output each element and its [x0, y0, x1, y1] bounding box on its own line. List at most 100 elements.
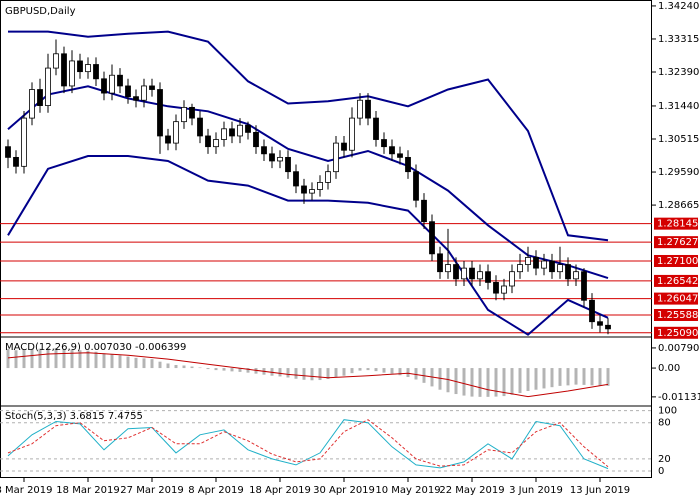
histogram-bar — [6, 348, 10, 369]
y-tick-label: 1.30515 — [658, 134, 699, 145]
panel-title: GBPUSD,Daily — [5, 6, 76, 17]
histogram-bar — [150, 359, 154, 369]
candle-body — [133, 96, 139, 101]
histogram-bar — [166, 363, 170, 369]
histogram-bar — [510, 368, 514, 395]
candle-body — [397, 153, 403, 158]
level-label: 1.28145 — [657, 219, 698, 230]
candle-body — [341, 142, 347, 151]
histogram-bar — [54, 347, 58, 369]
x-tick-label: 8 Apr 2019 — [188, 485, 243, 496]
y-tick-label: -0.011311 — [658, 392, 700, 403]
candle-body — [109, 74, 115, 94]
histogram-bar — [494, 368, 498, 397]
histogram-bar — [206, 368, 210, 370]
histogram-bar — [406, 368, 410, 377]
indicator-line — [7, 352, 609, 398]
candle-body — [93, 64, 99, 80]
x-tick-label: 30 Apr 2019 — [313, 485, 375, 496]
candle-body — [317, 181, 323, 190]
histogram-bar — [254, 368, 258, 374]
histogram-bar — [110, 354, 114, 369]
candle-body — [413, 171, 419, 201]
candle-body — [493, 282, 499, 294]
candle-body — [269, 153, 275, 162]
candle-body — [581, 271, 587, 301]
histogram-bar — [502, 368, 506, 397]
histogram-bar — [158, 361, 162, 369]
histogram-bar — [574, 368, 578, 385]
histogram-bar — [126, 356, 130, 369]
candle-body — [437, 253, 443, 273]
candle-body — [605, 324, 611, 330]
candle-body — [517, 264, 523, 273]
y-tick-label: 0.00 — [658, 363, 680, 374]
candle-body — [205, 135, 211, 148]
candle-body — [149, 85, 155, 90]
candle-body — [29, 89, 35, 119]
candle-body — [389, 146, 395, 155]
candle-body — [533, 257, 539, 269]
candle-body — [429, 221, 435, 255]
candle-body — [197, 117, 203, 137]
y-tick-label: 20 — [658, 454, 671, 465]
level-label-box — [654, 292, 698, 305]
x-tick-label: 13 Jun 2019 — [570, 485, 630, 496]
candle-body — [301, 185, 307, 194]
indicator-line — [7, 419, 609, 470]
histogram-bar — [358, 368, 362, 371]
level-label: 1.25090 — [657, 328, 698, 339]
candle-body — [405, 156, 411, 173]
candle-body — [181, 106, 187, 123]
histogram-bar — [414, 368, 418, 380]
histogram-bar — [558, 368, 562, 386]
histogram-bar — [326, 368, 330, 380]
histogram-bar — [446, 368, 450, 393]
histogram-bar — [366, 368, 370, 371]
plot-frame — [0, 0, 652, 478]
level-label-box — [654, 217, 698, 230]
histogram-bar — [62, 348, 66, 369]
histogram-bar — [350, 368, 354, 374]
level-label: 1.25588 — [657, 310, 698, 321]
histogram-bar — [294, 368, 298, 379]
indicator-line — [7, 155, 609, 336]
histogram-bar — [598, 368, 602, 386]
candle-body — [101, 78, 107, 94]
histogram-bar — [246, 368, 250, 373]
candle-body — [21, 117, 27, 167]
candle-body — [573, 271, 579, 280]
candle-body — [501, 285, 507, 294]
candle-body — [365, 99, 371, 119]
candle-body — [565, 264, 571, 280]
histogram-bar — [78, 350, 82, 369]
level-label-box — [654, 236, 698, 249]
histogram-bar — [518, 368, 522, 394]
histogram-bar — [606, 368, 610, 386]
candle-body — [221, 128, 227, 140]
candle-body — [141, 85, 147, 101]
candle-body — [421, 199, 427, 223]
histogram-bar — [142, 358, 146, 369]
candle-body — [477, 271, 483, 280]
histogram-bar — [286, 368, 290, 378]
histogram-bar — [46, 348, 50, 369]
histogram-bar — [30, 348, 34, 369]
candle-body — [557, 264, 563, 273]
candle-body — [509, 271, 515, 287]
histogram-bar — [334, 368, 338, 377]
y-tick-label: 1.32390 — [658, 67, 699, 78]
histogram-bar — [478, 368, 482, 397]
indicator-line — [7, 419, 609, 468]
histogram-bar — [278, 368, 282, 377]
histogram-bar — [94, 351, 98, 369]
histogram-bar — [190, 366, 194, 369]
candle-body — [589, 299, 595, 323]
histogram-bar — [134, 357, 138, 369]
histogram-bar — [214, 368, 218, 371]
candle-body — [237, 124, 243, 137]
histogram-bar — [238, 368, 242, 372]
y-tick-label: 0.007901 — [658, 343, 700, 354]
histogram-bar — [550, 368, 554, 388]
histogram-bar — [302, 368, 306, 380]
